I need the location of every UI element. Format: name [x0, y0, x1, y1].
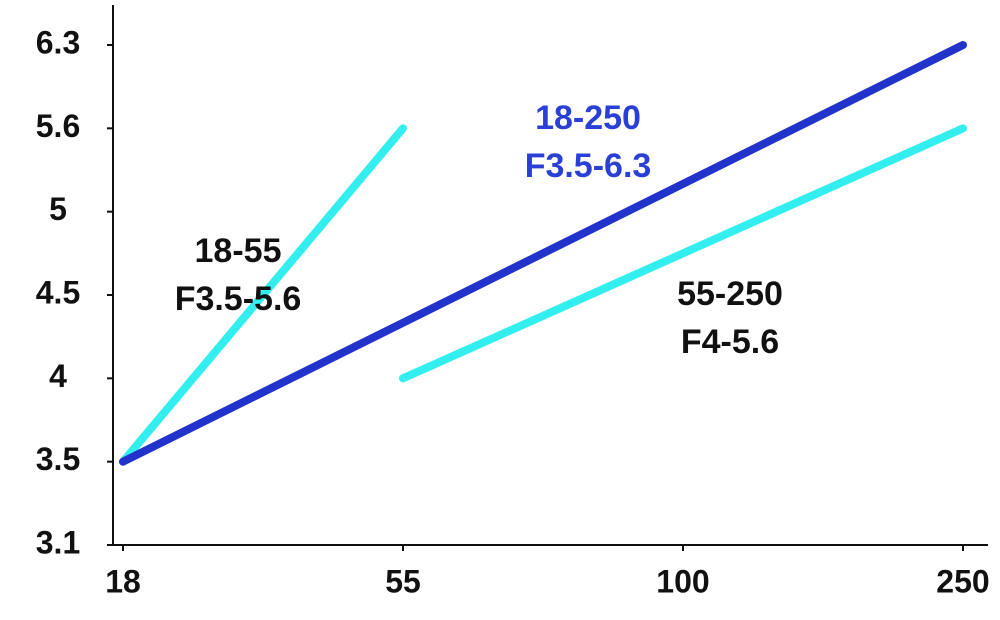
y-tick-label: 4 — [49, 358, 67, 394]
series-aperture: F3.5-5.6 — [175, 280, 302, 318]
x-tick-label: 55 — [385, 563, 421, 599]
series-name: 55-250 — [677, 275, 783, 313]
series-name: 18-250 — [535, 99, 641, 137]
y-tick-label: 5 — [49, 191, 67, 227]
x-tick-label: 100 — [656, 563, 709, 599]
x-tick-label: 250 — [936, 563, 989, 599]
y-tick-label: 3.1 — [36, 524, 80, 560]
series-line — [119, 124, 407, 466]
x-tick-label: 18 — [105, 563, 141, 599]
series-line — [399, 124, 967, 383]
y-tick-label: 3.5 — [36, 441, 80, 477]
y-tick-label: 5.6 — [36, 108, 80, 144]
series-aperture: F3.5-6.3 — [525, 147, 652, 185]
y-tick-label: 4.5 — [36, 274, 80, 310]
series-aperture: F4-5.6 — [681, 323, 779, 361]
series-line — [119, 41, 967, 466]
series-name: 18-55 — [195, 232, 282, 270]
y-tick-label: 6.3 — [36, 24, 80, 60]
